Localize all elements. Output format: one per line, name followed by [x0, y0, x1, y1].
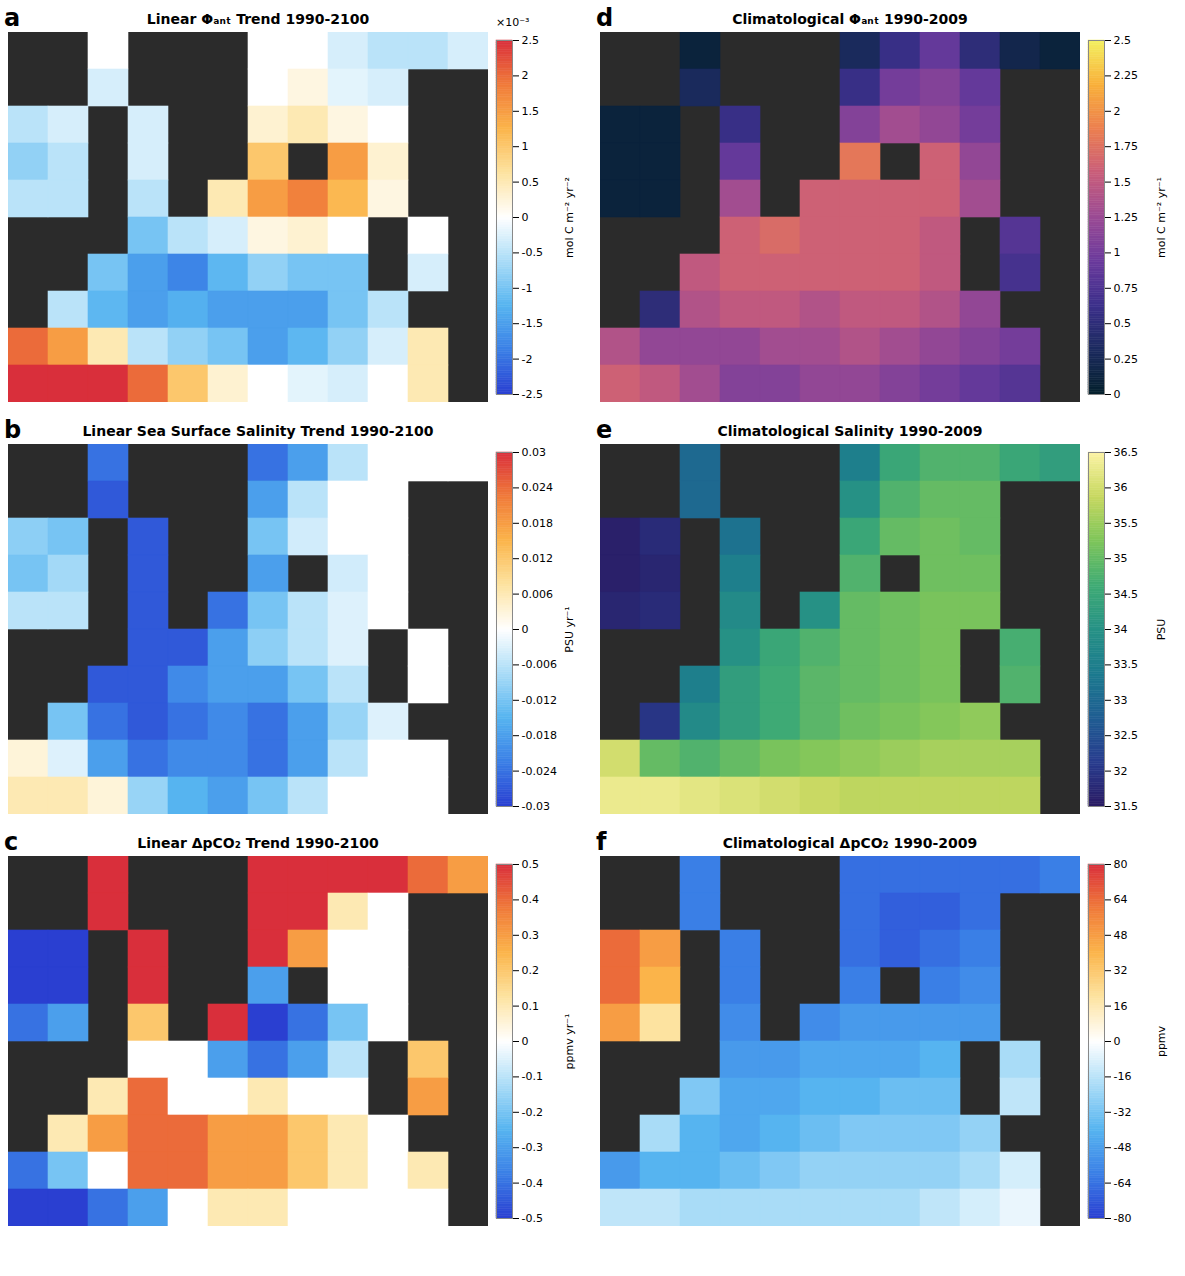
svg-text:-0.006: -0.006 — [522, 658, 557, 671]
svg-text:0.03: 0.03 — [522, 446, 547, 459]
svg-text:1.5: 1.5 — [522, 105, 540, 118]
svg-text:31.5: 31.5 — [1114, 800, 1139, 813]
svg-text:0.25: 0.25 — [1114, 353, 1139, 366]
svg-text:64: 64 — [1114, 893, 1128, 906]
svg-text:2.5: 2.5 — [522, 34, 540, 47]
html-text:c: c — [4, 828, 19, 856]
svg-text:0.1: 0.1 — [522, 1000, 540, 1013]
svg-text:-48: -48 — [1114, 1141, 1132, 1154]
svg-text:0: 0 — [522, 1035, 529, 1048]
svg-text:2.25: 2.25 — [1114, 69, 1139, 82]
svg-text:0.2: 0.2 — [522, 964, 540, 977]
svg-text:33: 33 — [1114, 694, 1128, 707]
svg-text:-0.2: -0.2 — [522, 1106, 543, 1119]
svg-text:-0.012: -0.012 — [522, 694, 557, 707]
svg-text:0: 0 — [1114, 1035, 1121, 1048]
svg-text:-0.5: -0.5 — [522, 1212, 543, 1225]
svg-text:-0.1: -0.1 — [522, 1070, 543, 1083]
svg-text:-0.03: -0.03 — [522, 800, 550, 813]
svg-text:32.5: 32.5 — [1114, 729, 1139, 742]
html-text:b: b — [4, 416, 22, 444]
svg-text:34: 34 — [1114, 623, 1128, 636]
svg-text:PSU yr⁻¹: PSU yr⁻¹ — [563, 606, 576, 652]
html-text:×10⁻³: ×10⁻³ — [496, 16, 530, 29]
svg-text:-1: -1 — [522, 282, 533, 295]
svg-text:-2: -2 — [522, 353, 533, 366]
html-text:Linear Sea Surface Salinity Tr: Linear Sea Surface Salinity Trend 1990-2… — [82, 423, 434, 439]
svg-text:1.75: 1.75 — [1114, 140, 1139, 153]
svg-text:ppmv yr⁻¹: ppmv yr⁻¹ — [563, 1014, 576, 1070]
svg-text:ppmv: ppmv — [1155, 1025, 1168, 1057]
svg-text:0.3: 0.3 — [522, 929, 540, 942]
svg-text:-0.018: -0.018 — [522, 729, 557, 742]
svg-text:0.5: 0.5 — [1114, 317, 1132, 330]
svg-text:-16: -16 — [1114, 1070, 1132, 1083]
html-text:Climatological Salinity 1990-2: Climatological Salinity 1990-2009 — [717, 423, 983, 439]
html-text:Climatological Φₐₙₜ 1990-2009: Climatological Φₐₙₜ 1990-2009 — [732, 11, 968, 27]
svg-text:-0.4: -0.4 — [522, 1177, 543, 1190]
svg-text:0.012: 0.012 — [522, 552, 554, 565]
svg-text:0.006: 0.006 — [522, 588, 554, 601]
html-text:f: f — [596, 828, 607, 856]
html-text:Linear Φₐₙₜ Trend 1990-2100: Linear Φₐₙₜ Trend 1990-2100 — [146, 11, 370, 27]
svg-text:-0.024: -0.024 — [522, 765, 557, 778]
svg-text:-0.3: -0.3 — [522, 1141, 543, 1154]
svg-text:34.5: 34.5 — [1114, 588, 1139, 601]
svg-text:16: 16 — [1114, 1000, 1128, 1013]
svg-text:1.25: 1.25 — [1114, 211, 1139, 224]
svg-text:0: 0 — [1114, 388, 1121, 401]
html-text:d: d — [596, 4, 614, 32]
svg-text:0: 0 — [522, 623, 529, 636]
html-text:a: a — [4, 4, 21, 32]
svg-text:33.5: 33.5 — [1114, 658, 1139, 671]
html-text:e: e — [596, 416, 613, 444]
svg-text:2: 2 — [522, 69, 529, 82]
html-text:Linear ΔpCO₂ Trend 1990-2100: Linear ΔpCO₂ Trend 1990-2100 — [137, 835, 379, 851]
svg-text:80: 80 — [1114, 858, 1128, 871]
svg-text:0: 0 — [522, 211, 529, 224]
svg-text:0.024: 0.024 — [522, 481, 554, 494]
svg-text:PSU: PSU — [1155, 619, 1168, 641]
svg-text:-0.5: -0.5 — [522, 246, 543, 259]
svg-text:1: 1 — [1114, 246, 1121, 259]
svg-text:0.75: 0.75 — [1114, 282, 1139, 295]
svg-text:-1.5: -1.5 — [522, 317, 543, 330]
svg-text:2.5: 2.5 — [1114, 34, 1132, 47]
svg-text:0.5: 0.5 — [522, 176, 540, 189]
svg-text:36: 36 — [1114, 481, 1128, 494]
svg-text:0.018: 0.018 — [522, 517, 554, 530]
svg-text:2: 2 — [1114, 105, 1121, 118]
svg-text:35.5: 35.5 — [1114, 517, 1139, 530]
svg-text:-2.5: -2.5 — [522, 388, 543, 401]
svg-text:48: 48 — [1114, 929, 1128, 942]
svg-text:0.5: 0.5 — [522, 858, 540, 871]
svg-text:-80: -80 — [1114, 1212, 1132, 1225]
svg-text:-32: -32 — [1114, 1106, 1132, 1119]
svg-text:36.5: 36.5 — [1114, 446, 1139, 459]
html-text:Climatological ΔpCO₂ 1990-2009: Climatological ΔpCO₂ 1990-2009 — [722, 835, 978, 851]
svg-text:mol C m⁻² yr⁻¹: mol C m⁻² yr⁻¹ — [1155, 177, 1168, 258]
svg-text:0.4: 0.4 — [522, 893, 540, 906]
svg-text:mol C m⁻² yr⁻²: mol C m⁻² yr⁻² — [563, 177, 576, 258]
svg-text:32: 32 — [1114, 765, 1128, 778]
svg-text:-64: -64 — [1114, 1177, 1132, 1190]
svg-text:32: 32 — [1114, 964, 1128, 977]
svg-text:1: 1 — [522, 140, 529, 153]
svg-text:35: 35 — [1114, 552, 1128, 565]
svg-text:1.5: 1.5 — [1114, 176, 1132, 189]
